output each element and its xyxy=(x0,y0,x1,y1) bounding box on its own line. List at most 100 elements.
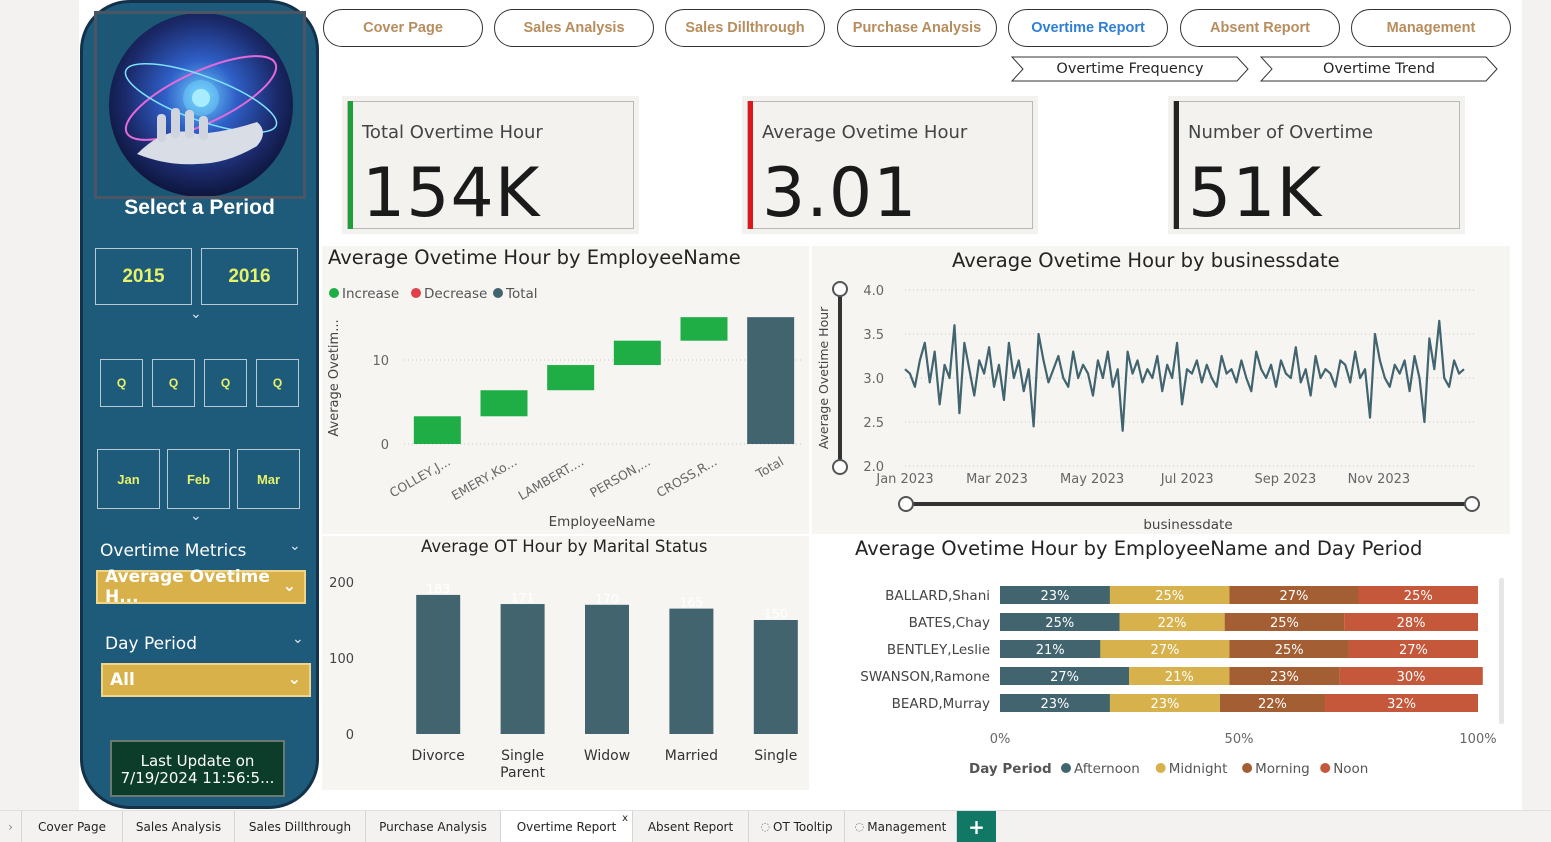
day-period-dropdown[interactable]: All ⌄ xyxy=(101,663,311,697)
line-series xyxy=(904,319,1465,432)
year-2015-button[interactable]: 2015 xyxy=(95,248,192,305)
data-label: 27% xyxy=(1280,589,1309,604)
quarter-1-button[interactable]: Q xyxy=(100,359,143,407)
y-tick-label: 2.5 xyxy=(863,416,884,431)
data-label: 23% xyxy=(1150,697,1179,712)
y-tick-label: 3.5 xyxy=(863,328,884,343)
month-jan-button[interactable]: Jan xyxy=(97,449,160,509)
stacked-segment xyxy=(1229,667,1340,685)
chevron-down-icon: ⌄ xyxy=(287,669,301,688)
y-range-slider-handle xyxy=(832,281,848,297)
stacked-segment xyxy=(1100,640,1230,658)
tab-purchase-analysis[interactable]: Purchase Analysis xyxy=(366,811,501,842)
kpi-card: Number of Overtime 51K xyxy=(1173,101,1460,233)
chevron-down-icon[interactable]: ⌄ xyxy=(190,508,202,524)
nav-overtime-report-button[interactable]: Overtime Report xyxy=(1008,9,1168,47)
y-tick-label: 10 xyxy=(372,354,389,369)
waterfall-bar xyxy=(680,317,728,341)
close-icon[interactable]: x xyxy=(622,813,628,824)
chevron-down-icon[interactable]: ⌄ xyxy=(289,538,301,554)
nav-cover-page-button[interactable]: Cover Page xyxy=(323,9,483,47)
kpi-accent-bar xyxy=(348,101,353,229)
data-label: 23% xyxy=(1041,697,1070,712)
data-label: 171 xyxy=(511,590,535,605)
stacked-chart-title: Average Ovetime Hour by EmployeeName and… xyxy=(855,537,1423,560)
y-tick-label: BENTLEY,Leslie xyxy=(887,642,990,658)
chevron-down-icon[interactable]: ⌄ xyxy=(292,631,304,647)
ai-hand-logo xyxy=(94,11,306,199)
add-page-button[interactable]: + xyxy=(957,811,996,842)
nav-sales-analysis-button[interactable]: Sales Analysis xyxy=(494,9,654,47)
nav-absent-report-button[interactable]: Absent Report xyxy=(1180,9,1340,47)
tab-label: Overtime Report xyxy=(516,819,617,834)
stacked-segment xyxy=(1358,586,1478,604)
overtime-trend-button[interactable]: Overtime Trend xyxy=(1260,56,1498,82)
data-label: 21% xyxy=(1165,670,1194,685)
legend-label: Midnight xyxy=(1169,761,1228,777)
tab-scroll-left[interactable]: › xyxy=(0,811,22,842)
hidden-eye-icon: ◌ xyxy=(760,820,771,833)
legend-label: Afternoon xyxy=(1074,761,1140,777)
nav-sales-dillthrough-button[interactable]: Sales Dillthrough xyxy=(665,9,825,47)
stacked-segment xyxy=(1109,586,1230,604)
year-2016-button[interactable]: 2016 xyxy=(201,248,298,305)
x-tick-label: CROSS,R... xyxy=(654,454,720,501)
y-tick-label: SWANSON,Ramone xyxy=(860,669,990,685)
data-label: 30% xyxy=(1397,670,1426,685)
x-range-slider-handle xyxy=(898,496,914,512)
x-tick-label: Nov 2023 xyxy=(1348,472,1411,487)
tab-label: Cover Page xyxy=(37,819,106,834)
chevron-down-icon[interactable]: ⌄ xyxy=(190,306,202,322)
legend-title: Day Period xyxy=(969,761,1052,777)
month-feb-button[interactable]: Feb xyxy=(167,449,230,509)
x-tick-label: Jan 2023 xyxy=(875,472,933,487)
stacked-segment xyxy=(1109,694,1220,712)
tab-ot-tooltip[interactable]: ◌ OT Tooltip xyxy=(749,811,845,842)
y-tick-label: BEARD,Murray xyxy=(892,696,990,712)
nav-label: Purchase Analysis xyxy=(852,20,982,36)
stacked-segment xyxy=(1000,640,1101,658)
data-label: 25% xyxy=(1404,589,1433,604)
tab-sales-analysis[interactable]: Sales Analysis xyxy=(123,811,235,842)
quarter-3-button[interactable]: Q xyxy=(204,359,247,407)
kpi-value: 154K xyxy=(362,154,541,233)
y-tick-label: 200 xyxy=(329,576,354,591)
legend-marker xyxy=(493,288,503,298)
x-tick-label: Married xyxy=(665,748,718,764)
tab-overtime-report[interactable]: Overtime Report x xyxy=(501,811,633,842)
line-chart-title: Average Ovetime Hour by businessdate xyxy=(952,249,1340,272)
stacked-segment xyxy=(1119,613,1225,631)
x-tick-label: Mar 2023 xyxy=(966,472,1028,487)
legend-label: Increase xyxy=(342,286,399,302)
tab-absent-report[interactable]: Absent Report xyxy=(633,811,749,842)
month-mar-button[interactable]: Mar xyxy=(237,449,300,509)
quarter-label: Q xyxy=(220,376,231,390)
overtime-metrics-dropdown[interactable]: Average Ovetime H... ⌄ xyxy=(96,567,306,607)
x-axis-label: businessdate xyxy=(1143,517,1232,533)
tab-management[interactable]: ◌ Management xyxy=(845,811,957,842)
year-label: 2015 xyxy=(122,265,165,287)
data-label: 23% xyxy=(1270,670,1299,685)
nav-purchase-analysis-button[interactable]: Purchase Analysis xyxy=(837,9,997,47)
stacked-segment xyxy=(1000,694,1110,712)
sub-button-label: Overtime Trend xyxy=(1323,61,1435,77)
data-label: 165 xyxy=(679,595,703,610)
y-tick-label: 3.0 xyxy=(863,372,884,387)
data-label: 23% xyxy=(1041,589,1070,604)
data-label: 32% xyxy=(1387,697,1416,712)
legend-label: Noon xyxy=(1333,761,1368,777)
quarter-4-button[interactable]: Q xyxy=(256,359,299,407)
waterfall-chart: Increase Decrease Total 0 10 Average Ovetim..… xyxy=(327,286,804,530)
legend-marker xyxy=(1061,763,1071,773)
tab-cover-page[interactable]: Cover Page xyxy=(22,811,123,842)
waterfall-chart-title: Average Ovetime Hour by EmployeeName xyxy=(328,246,741,269)
vertical-scrollbar xyxy=(1499,578,1504,724)
overtime-frequency-button[interactable]: Overtime Frequency xyxy=(1011,56,1249,82)
tab-sales-dillthrough[interactable]: Sales Dillthrough xyxy=(235,811,366,842)
tab-label: Sales Dillthrough xyxy=(248,819,352,834)
quarter-2-button[interactable]: Q xyxy=(152,359,195,407)
marital-chart-title: Average OT Hour by Marital Status xyxy=(421,537,708,556)
overtime-metrics-label: Overtime Metrics xyxy=(100,541,247,561)
nav-management-button[interactable]: Management xyxy=(1351,9,1511,47)
stacked-segment xyxy=(1339,667,1483,685)
